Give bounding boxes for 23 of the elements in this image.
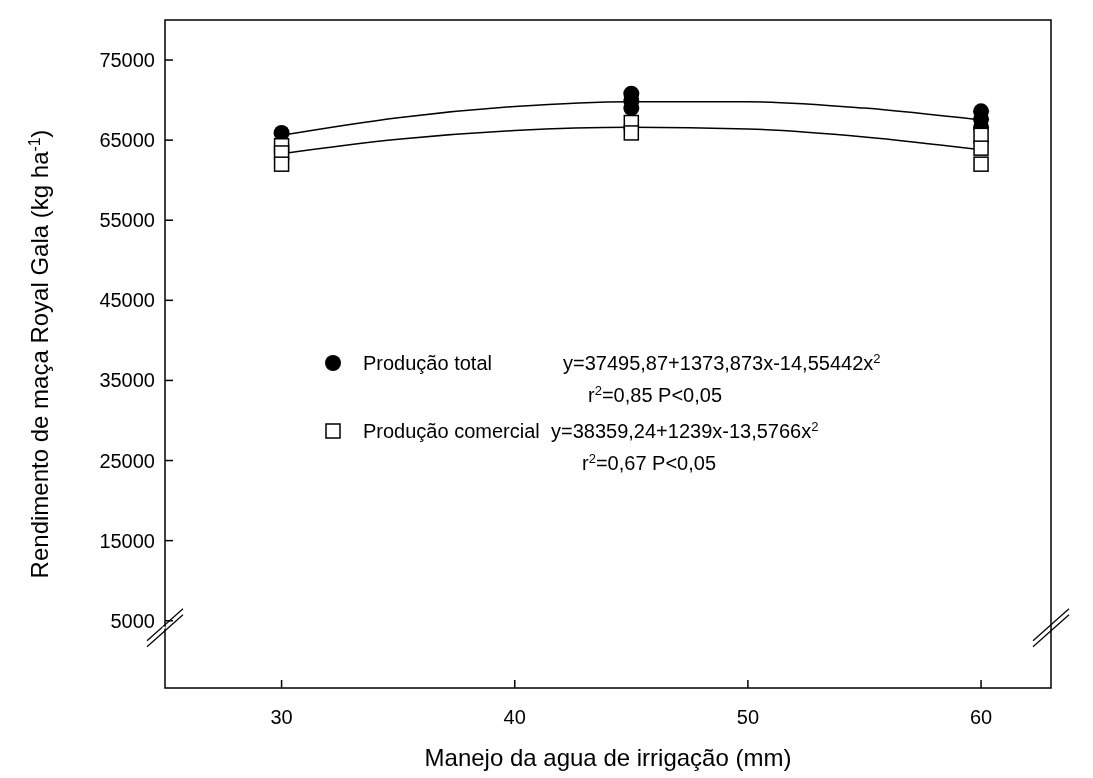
y-tick-label: 15000 (99, 529, 155, 552)
annotation: r$^{2}$=0,67 P<0,05 (582, 450, 717, 474)
y-tick-label: 75000 (99, 49, 155, 72)
y-tick-label: 5000 (110, 609, 155, 632)
x-tick-label: 60 (969, 706, 993, 728)
y-tick-label: 45000 (99, 289, 155, 312)
y-tick-label: 65000 (99, 129, 155, 152)
annotation: y=37495,87+1373,873x-14,55442x$^{2}$ (563, 350, 881, 374)
point (973, 156, 989, 172)
x-tick-label: 30 (270, 706, 293, 728)
annotation: r$^{2}$=0,85 P<0,05 (588, 382, 723, 406)
annotation: y=38359,24+1239x-13,5766x$^{2}$ (551, 418, 819, 442)
y-tick-label: 25000 (99, 449, 155, 472)
x-axis-title: Manejo da agua de irrigação (mm) (424, 744, 792, 771)
point (623, 125, 640, 141)
x-tick-label: 40 (503, 706, 526, 728)
legend-label: Produção total (363, 352, 492, 374)
y-tick-label: 35000 (99, 369, 155, 392)
point (973, 140, 989, 156)
x-tick-label: 50 (736, 706, 760, 728)
y-tick-label: 55000 (99, 209, 155, 232)
point (273, 156, 290, 172)
legend-label: Produção comercial (363, 420, 540, 442)
